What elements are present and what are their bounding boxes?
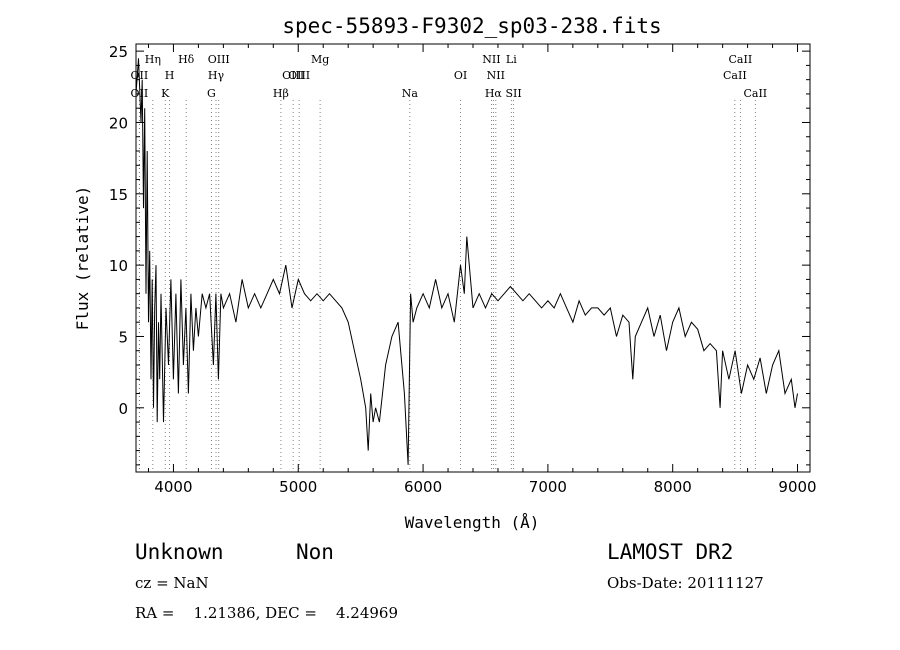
x-tick-label: 5000 — [279, 478, 317, 496]
line-label: OIII — [282, 69, 304, 82]
line-label: NII — [487, 69, 505, 82]
line-label: G — [207, 87, 216, 100]
x-axis-label: Wavelength (Å) — [405, 513, 540, 532]
line-label: OI — [454, 69, 467, 82]
coordinates-text: RA = 1.21386, DEC = 4.24969 — [135, 604, 398, 622]
line-label: Hα — [485, 87, 503, 100]
line-label: CaII — [723, 69, 747, 82]
line-label: Na — [402, 87, 419, 100]
line-label: Li — [506, 53, 517, 66]
line-label: SII — [505, 87, 521, 100]
x-tick-label: 6000 — [404, 478, 442, 496]
observation-date: Obs-Date: 20111127 — [607, 574, 764, 592]
line-label: Hη — [145, 53, 161, 66]
y-tick-label: 15 — [109, 186, 128, 204]
spectrum-line — [135, 58, 798, 465]
x-tick-label: 8000 — [654, 478, 692, 496]
plot-frame — [135, 43, 811, 473]
chart-title: spec-55893-F9302_sp03-238.fits — [282, 14, 661, 38]
redshift-text: cz = NaN — [135, 574, 209, 592]
y-axis-label: Flux (relative) — [73, 186, 92, 331]
line-label: CaII — [743, 87, 767, 100]
line-label: Hβ — [273, 87, 289, 100]
y-tick-label: 5 — [118, 328, 128, 346]
x-tick-label: 9000 — [778, 478, 816, 496]
y-tick-label: 20 — [109, 114, 128, 132]
line-label: Hγ — [208, 69, 225, 82]
line-label: Mg — [311, 53, 329, 66]
line-label: OIII — [208, 53, 230, 66]
line-label: CaII — [729, 53, 753, 66]
y-tick-label: 25 — [109, 43, 128, 61]
line-label: K — [161, 87, 170, 100]
line-label: H — [165, 69, 175, 82]
object-subclass: Non — [296, 540, 334, 564]
object-class: Unknown — [135, 540, 224, 564]
x-tick-label: 7000 — [529, 478, 567, 496]
line-label: NII — [482, 53, 500, 66]
line-label: OIII — [288, 69, 310, 82]
survey-name: LAMOST DR2 — [607, 540, 734, 564]
x-tick-label: 4000 — [154, 478, 192, 496]
y-tick-label: 10 — [109, 257, 128, 275]
y-tick-label: 0 — [118, 400, 128, 418]
line-label: Hδ — [178, 53, 195, 66]
